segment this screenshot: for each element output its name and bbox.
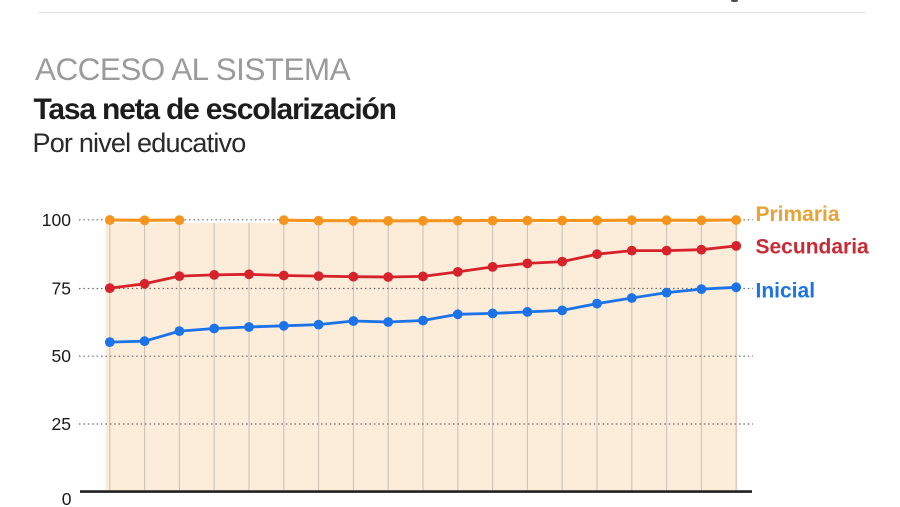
svg-text:0: 0 bbox=[62, 489, 72, 507]
svg-text:Primaria: Primaria bbox=[756, 203, 840, 226]
svg-text:75: 75 bbox=[52, 279, 71, 299]
svg-text:100: 100 bbox=[42, 210, 71, 230]
svg-text:50: 50 bbox=[52, 346, 72, 366]
svg-text:Inicial: Inicial bbox=[756, 279, 816, 302]
svg-text:25: 25 bbox=[52, 414, 71, 434]
svg-text:Secundaria: Secundaria bbox=[756, 235, 870, 258]
